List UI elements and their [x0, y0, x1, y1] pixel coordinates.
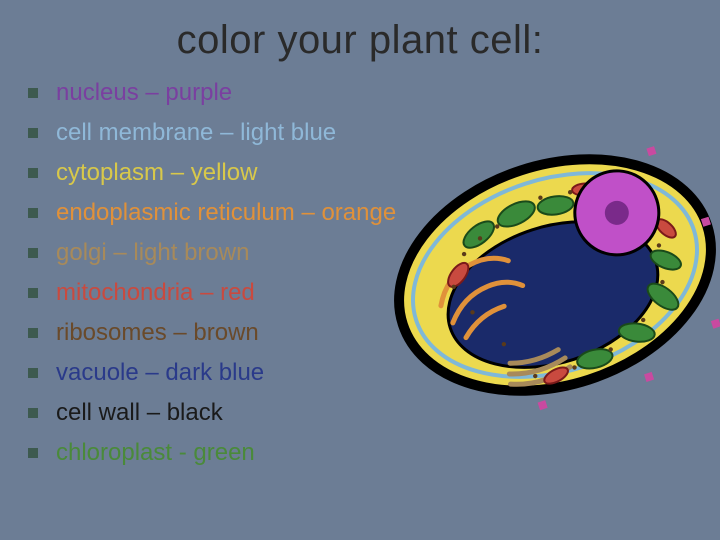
legend-item: nucleus – purple — [28, 73, 720, 113]
bullet-icon — [28, 368, 38, 378]
bullet-icon — [28, 88, 38, 98]
bullet-icon — [28, 168, 38, 178]
bullet-icon — [28, 248, 38, 258]
plant-cell-svg — [390, 130, 720, 420]
bullet-icon — [28, 128, 38, 138]
slide-title: color your plant cell: — [0, 0, 720, 63]
legend-label: golgi – light brown — [56, 241, 249, 265]
legend-label: cell wall – black — [56, 401, 223, 425]
legend-label: mitochondria – red — [56, 281, 255, 305]
plant-cell-diagram — [390, 130, 720, 425]
legend-label: nucleus – purple — [56, 81, 232, 105]
pointer-icon — [644, 372, 654, 382]
pointer-icon — [646, 146, 656, 156]
legend-label: cytoplasm – yellow — [56, 161, 257, 185]
legend-label: chloroplast - green — [56, 441, 255, 465]
bullet-icon — [28, 208, 38, 218]
legend-item: chloroplast - green — [28, 433, 720, 473]
legend-label: ribosomes – brown — [56, 321, 259, 345]
bullet-icon — [28, 288, 38, 298]
pointer-icon — [711, 319, 720, 329]
bullet-icon — [28, 448, 38, 458]
legend-label: vacuole – dark blue — [56, 361, 264, 385]
bullet-icon — [28, 328, 38, 338]
slide: color your plant cell: nucleus – purple c… — [0, 0, 720, 540]
pointer-icon — [538, 400, 548, 410]
bullet-icon — [28, 408, 38, 418]
legend-label: cell membrane – light blue — [56, 121, 336, 145]
legend-label: endoplasmic reticulum – orange — [56, 201, 396, 225]
